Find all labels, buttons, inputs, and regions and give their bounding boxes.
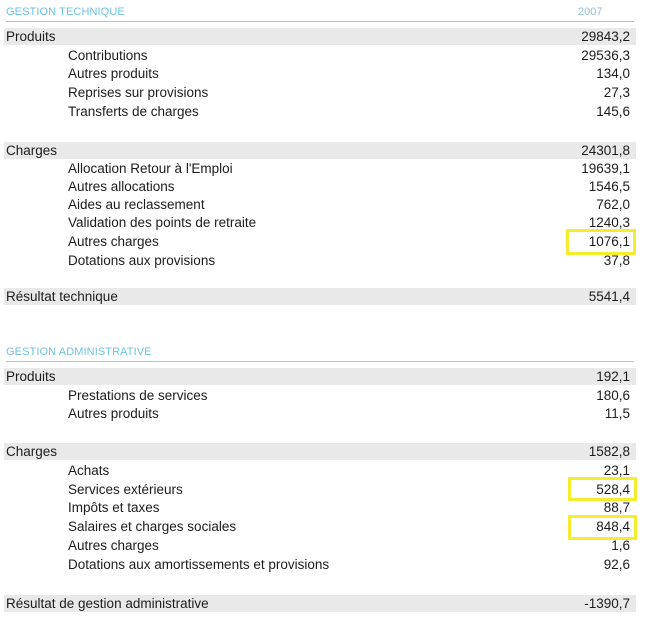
row-label: Services extérieurs — [68, 482, 183, 497]
row-label: Validation des points de retraite — [68, 215, 257, 230]
row-tech-reprises: Reprises sur provisions 27,3 — [4, 84, 636, 101]
row-admin-salaires: Salaires et charges sociales 848,4 — [4, 518, 636, 535]
row-admin-produits: Produits 192,1 — [4, 368, 636, 385]
row-label: Transferts de charges — [68, 104, 199, 119]
row-label: Autres allocations — [68, 179, 175, 194]
row-value: 145,6 — [596, 104, 630, 119]
row-value: 24301,8 — [581, 143, 630, 158]
row-value: 1,6 — [611, 538, 630, 553]
row-value: -1390,7 — [584, 596, 630, 611]
row-label: Charges — [6, 444, 58, 459]
row-label: Charges — [6, 143, 58, 158]
row-value: 88,7 — [603, 500, 630, 515]
row-tech-dotations-provisions: Dotations aux provisions 37,8 — [4, 252, 636, 269]
row-value: 180,6 — [596, 388, 630, 403]
row-value: 192,1 — [596, 369, 630, 384]
row-value: 1240,3 — [588, 215, 630, 230]
row-label: Dotations aux amortissements et provisio… — [68, 557, 330, 572]
row-label: Achats — [68, 463, 110, 478]
row-label: Autres charges — [68, 234, 159, 249]
row-tech-produits: Produits 29843,2 — [4, 28, 636, 45]
row-value: 19639,1 — [581, 161, 630, 176]
row-value: 1546,5 — [588, 179, 630, 194]
row-admin-autres-produits: Autres produits 11,5 — [4, 405, 636, 422]
row-label: Salaires et charges sociales — [68, 519, 237, 534]
row-tech-allocation-retour: Allocation Retour à l'Emploi 19639,1 — [4, 160, 636, 177]
row-value: 848,4 — [596, 519, 630, 534]
row-label: Produits — [6, 369, 56, 384]
row-label: Produits — [6, 29, 56, 44]
row-label: Prestations de services — [68, 388, 208, 403]
row-admin-charges: Charges 1582,8 — [4, 443, 636, 460]
row-tech-autres-allocations: Autres allocations 1546,5 — [4, 178, 636, 195]
row-tech-autres-charges: Autres charges 1076,1 — [4, 233, 636, 250]
row-tech-transferts: Transferts de charges 145,6 — [4, 103, 636, 120]
row-value: 23,1 — [603, 463, 630, 478]
row-label: Résultat technique — [6, 289, 118, 304]
row-value: 11,5 — [604, 406, 630, 421]
row-admin-achats: Achats 23,1 — [4, 462, 636, 479]
row-value: 762,0 — [596, 197, 630, 212]
row-tech-charges: Charges 24301,8 — [4, 142, 636, 159]
row-label: Dotations aux provisions — [68, 253, 216, 268]
row-label: Contributions — [68, 48, 148, 63]
row-admin-services-exterieurs: Services extérieurs 528,4 — [4, 481, 636, 498]
row-tech-contributions: Contributions 29536,3 — [4, 47, 636, 64]
year-column-header: 2007 — [578, 6, 603, 18]
row-label: Reprises sur provisions — [68, 85, 209, 100]
row-admin-dotations-amortissements: Dotations aux amortissements et provisio… — [4, 556, 636, 573]
row-label: Aides au reclassement — [68, 197, 205, 212]
row-label: Autres produits — [68, 406, 159, 421]
row-value: 29536,3 — [581, 48, 630, 63]
row-label: Autres produits — [68, 66, 159, 81]
row-admin-prestations: Prestations de services 180,6 — [4, 387, 636, 404]
row-value: 1076,1 — [588, 234, 630, 249]
row-value: 37,8 — [603, 253, 630, 268]
row-tech-resultat: Résultat technique 5541,4 — [4, 288, 636, 305]
row-label: Allocation Retour à l'Emploi — [68, 161, 233, 176]
row-label: Résultat de gestion administrative — [6, 596, 209, 611]
row-value: 5541,4 — [588, 289, 630, 304]
section-title-rule — [6, 361, 634, 362]
row-value: 528,4 — [596, 482, 630, 497]
row-admin-autres-charges: Autres charges 1,6 — [4, 537, 636, 554]
row-value: 92,6 — [603, 557, 630, 572]
row-label: Impôts et taxes — [68, 500, 160, 515]
row-value: 134,0 — [596, 66, 630, 81]
row-value: 29843,2 — [581, 29, 630, 44]
section-title-gestion-technique: GESTION TECHNIQUE — [6, 6, 125, 18]
section-title-rule — [6, 21, 634, 22]
row-admin-impots-taxes: Impôts et taxes 88,7 — [4, 499, 636, 516]
row-tech-autres-produits: Autres produits 134,0 — [4, 65, 636, 82]
row-tech-validation-points: Validation des points de retraite 1240,3 — [4, 214, 636, 231]
section-title-gestion-administrative: GESTION ADMINISTRATIVE — [6, 346, 152, 358]
row-value: 27,3 — [603, 85, 630, 100]
row-value: 1582,8 — [588, 444, 630, 459]
row-admin-resultat: Résultat de gestion administrative -1390… — [4, 595, 636, 612]
row-label: Autres charges — [68, 538, 159, 553]
row-tech-aides-reclassement: Aides au reclassement 762,0 — [4, 196, 636, 213]
